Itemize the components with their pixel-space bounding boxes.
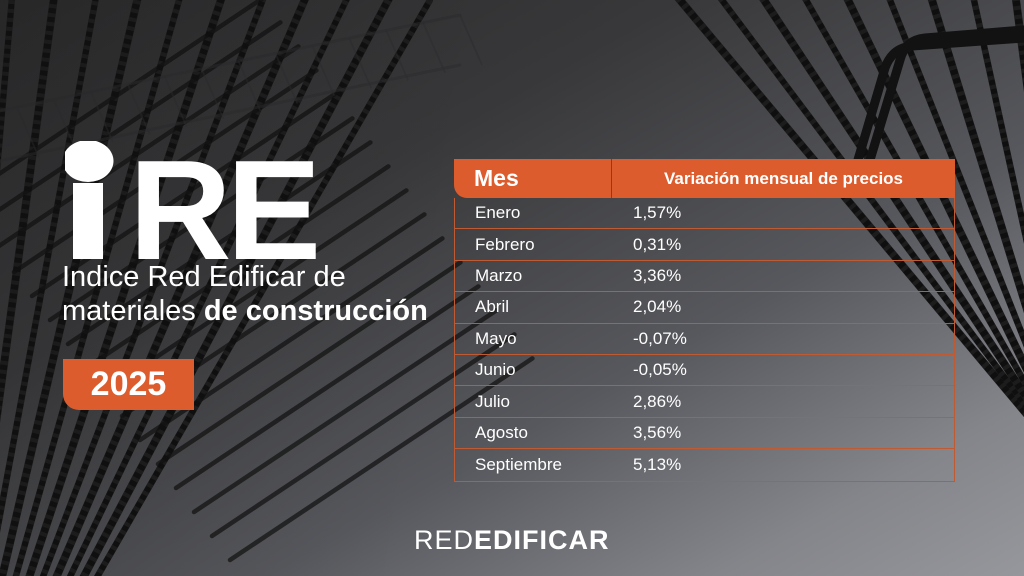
svg-text:RE: RE <box>129 141 317 276</box>
